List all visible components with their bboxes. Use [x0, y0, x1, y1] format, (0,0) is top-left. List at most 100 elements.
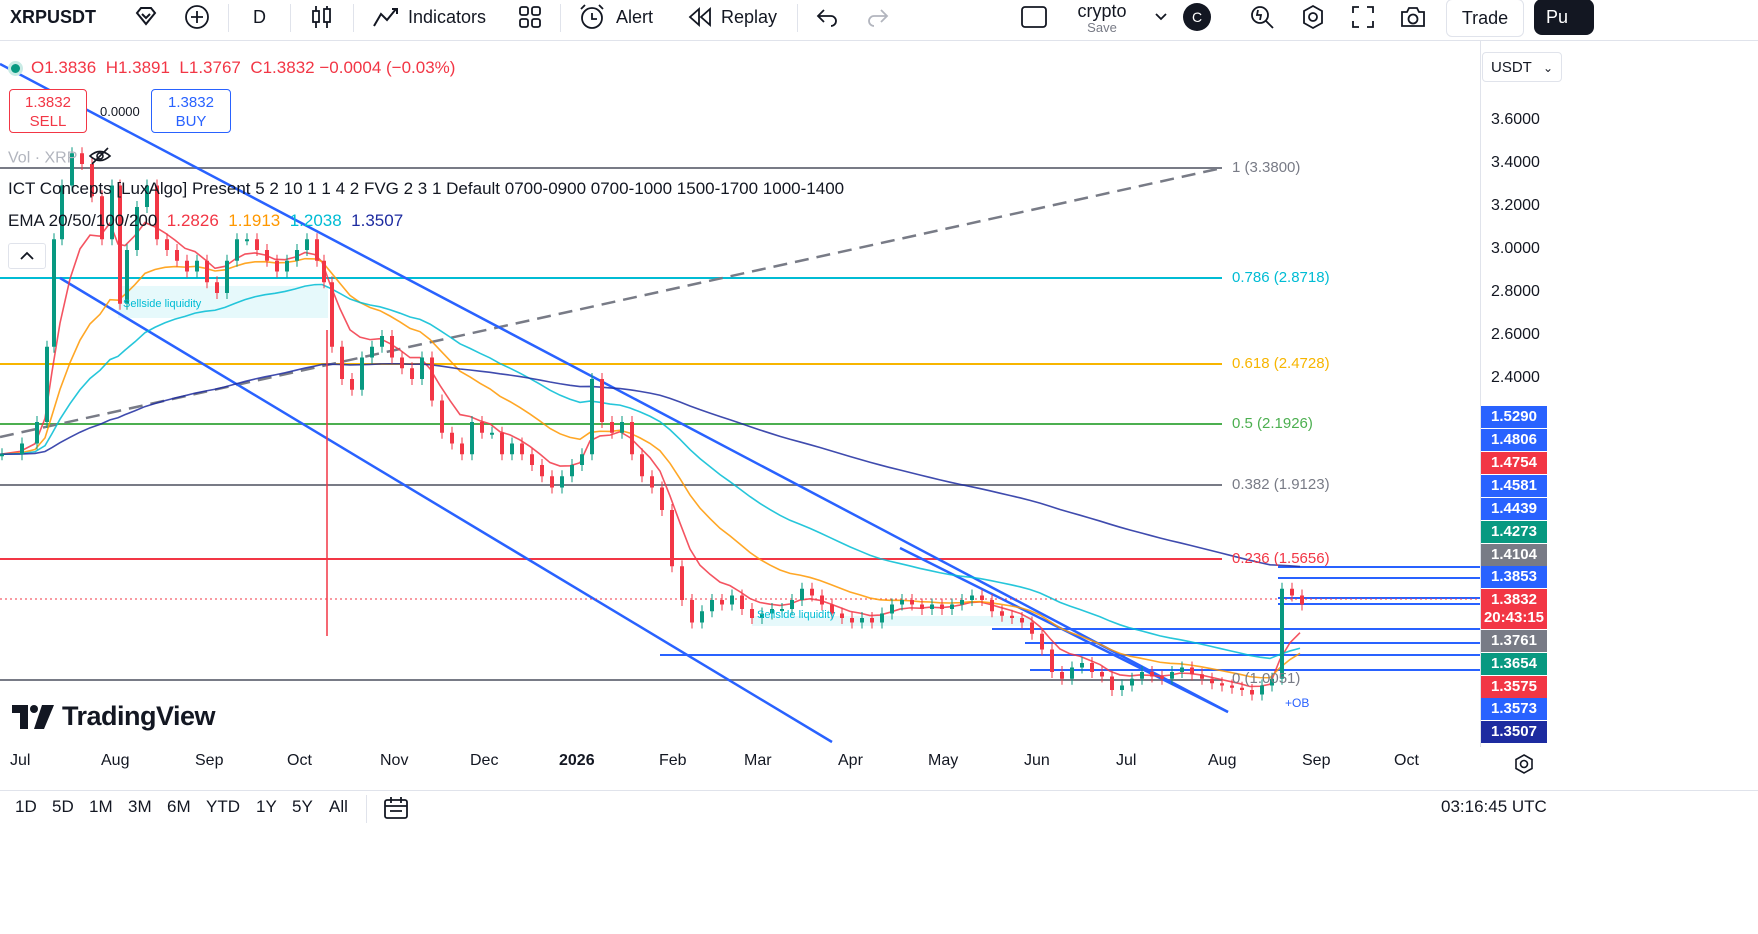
candle-body — [322, 260, 326, 283]
candle-body — [420, 357, 424, 379]
eye-hidden-icon[interactable] — [88, 147, 112, 170]
candle-body — [165, 239, 169, 250]
candle-body — [20, 443, 24, 455]
candle-body — [630, 422, 634, 455]
candle-body — [110, 185, 114, 240]
time-axis-label: Sep — [195, 752, 224, 769]
currency-label: USDT — [1491, 59, 1532, 76]
candle-body — [570, 465, 574, 477]
layout-badge[interactable]: C — [1183, 3, 1211, 31]
ohlc-change: −0.0004 (−0.03%) — [319, 58, 456, 77]
fib-level-label: 0.236 (1.5656) — [1232, 550, 1330, 567]
range-button-1y[interactable]: 1Y — [256, 797, 277, 816]
quick-search-icon[interactable] — [1249, 0, 1275, 34]
candle-body — [118, 185, 122, 304]
candle-body — [155, 185, 159, 240]
range-button-3m[interactable]: 3M — [128, 797, 152, 816]
trade-button[interactable]: Trade — [1446, 0, 1524, 37]
settings-gear-icon[interactable] — [1300, 0, 1326, 34]
candle-body — [450, 432, 454, 444]
time-axis-label: Apr — [838, 752, 863, 769]
symbol-search[interactable]: XRPUSDT — [10, 0, 96, 34]
price-tag: 1.3575 — [1481, 676, 1547, 698]
range-button-5y[interactable]: 5Y — [292, 797, 313, 816]
candle-body — [860, 618, 864, 623]
currency-select[interactable]: USDT ⌄ — [1482, 52, 1562, 82]
ema-20-line — [0, 221, 1301, 688]
sell-button[interactable]: 1.3832 SELL — [9, 89, 87, 133]
tradingview-logo[interactable]: TradingView — [12, 701, 216, 732]
indicators-button[interactable]: Indicators — [372, 0, 486, 34]
range-button-1m[interactable]: 1M — [89, 797, 113, 816]
compare-symbol-icon[interactable] — [133, 0, 159, 34]
candle-body — [1080, 663, 1084, 668]
candle-body — [1230, 685, 1234, 688]
date-range-calendar-icon[interactable] — [383, 795, 409, 821]
candle-body — [380, 336, 384, 347]
price-tag: 1.3853 — [1481, 566, 1547, 588]
price-tag: 1.4104 — [1481, 544, 1547, 566]
price-chart[interactable] — [0, 41, 1480, 747]
candle-body — [730, 595, 734, 605]
top-toolbar: XRPUSDT D Indicators Alert Replay crypto — [0, 0, 1758, 41]
range-button-all[interactable]: All — [329, 797, 348, 816]
camera-icon[interactable] — [1399, 0, 1427, 34]
candle-body — [940, 604, 944, 609]
price-tag: 1.3507 — [1481, 721, 1547, 743]
candle-body — [580, 454, 584, 465]
candle-body — [370, 346, 374, 358]
sell-price: 1.3832 — [25, 94, 71, 111]
buy-button[interactable]: 1.3832 BUY — [151, 89, 231, 133]
candle-type-icon[interactable] — [310, 0, 334, 34]
candle-body — [1260, 685, 1264, 695]
candle-body — [820, 595, 824, 605]
candle-body — [1190, 667, 1194, 675]
ema-50-line — [0, 257, 1301, 679]
publish-button[interactable]: Pu — [1534, 0, 1594, 35]
fullscreen-icon[interactable] — [1351, 0, 1375, 34]
redo-icon[interactable] — [866, 0, 890, 34]
alert-label: Alert — [616, 6, 654, 27]
interval-button[interactable]: D — [253, 0, 266, 34]
candle-body — [1250, 690, 1254, 695]
sell-label: SELL — [29, 113, 67, 130]
undo-icon[interactable] — [815, 0, 839, 34]
candle-body — [890, 604, 894, 614]
ema100-value: 1.2038 — [289, 211, 342, 230]
candle-body — [900, 600, 904, 605]
replay-button[interactable]: Replay — [687, 0, 777, 34]
volume-legend[interactable]: Vol · XRP — [8, 147, 112, 170]
candle-body — [100, 196, 104, 240]
chevron-up-icon — [20, 251, 34, 260]
candle-body — [315, 239, 319, 261]
range-button-6m[interactable]: 6M — [167, 797, 191, 816]
layout-select-icon[interactable] — [1020, 0, 1048, 34]
time-axis-label: Jul — [10, 752, 31, 769]
candle-body — [275, 260, 279, 272]
price-tag: 1.3573 — [1481, 698, 1547, 720]
add-symbol-icon[interactable] — [184, 0, 210, 34]
range-button-1d[interactable]: 1D — [15, 797, 37, 816]
candle-body — [295, 250, 299, 261]
utc-clock[interactable]: 03:16:45 UTC — [1441, 797, 1547, 816]
layout-name[interactable]: crypto Save — [1070, 1, 1134, 35]
candle-body — [680, 566, 684, 600]
candle-body — [980, 595, 984, 600]
candle-body — [1300, 595, 1304, 605]
ema-indicator-legend[interactable]: EMA 20/50/100/200 1.2826 1.1913 1.2038 1… — [8, 211, 403, 231]
alert-button[interactable]: Alert — [578, 0, 653, 34]
candle-body — [1220, 683, 1224, 686]
ict-indicator-legend[interactable]: ICT Concepts [LuxAlgo] Present 5 2 10 1 … — [8, 179, 844, 199]
candle-body — [1110, 676, 1114, 690]
ohlc-legend: O1.3836 H1.3891 L1.3767 C1.3832 −0.0004 … — [8, 58, 455, 78]
time-axis-label: Jul — [1116, 752, 1137, 769]
collapse-legend-button[interactable] — [8, 243, 46, 269]
time-axis-label: Mar — [744, 752, 772, 769]
symbol-label: XRPUSDT — [10, 6, 97, 27]
range-button-5d[interactable]: 5D — [52, 797, 74, 816]
chart-settings-icon[interactable] — [1513, 753, 1535, 775]
templates-icon[interactable] — [518, 0, 542, 34]
chevron-down-icon[interactable] — [1154, 0, 1168, 34]
price-tag: 1.3761 — [1481, 630, 1547, 652]
range-button-ytd[interactable]: YTD — [206, 797, 240, 816]
